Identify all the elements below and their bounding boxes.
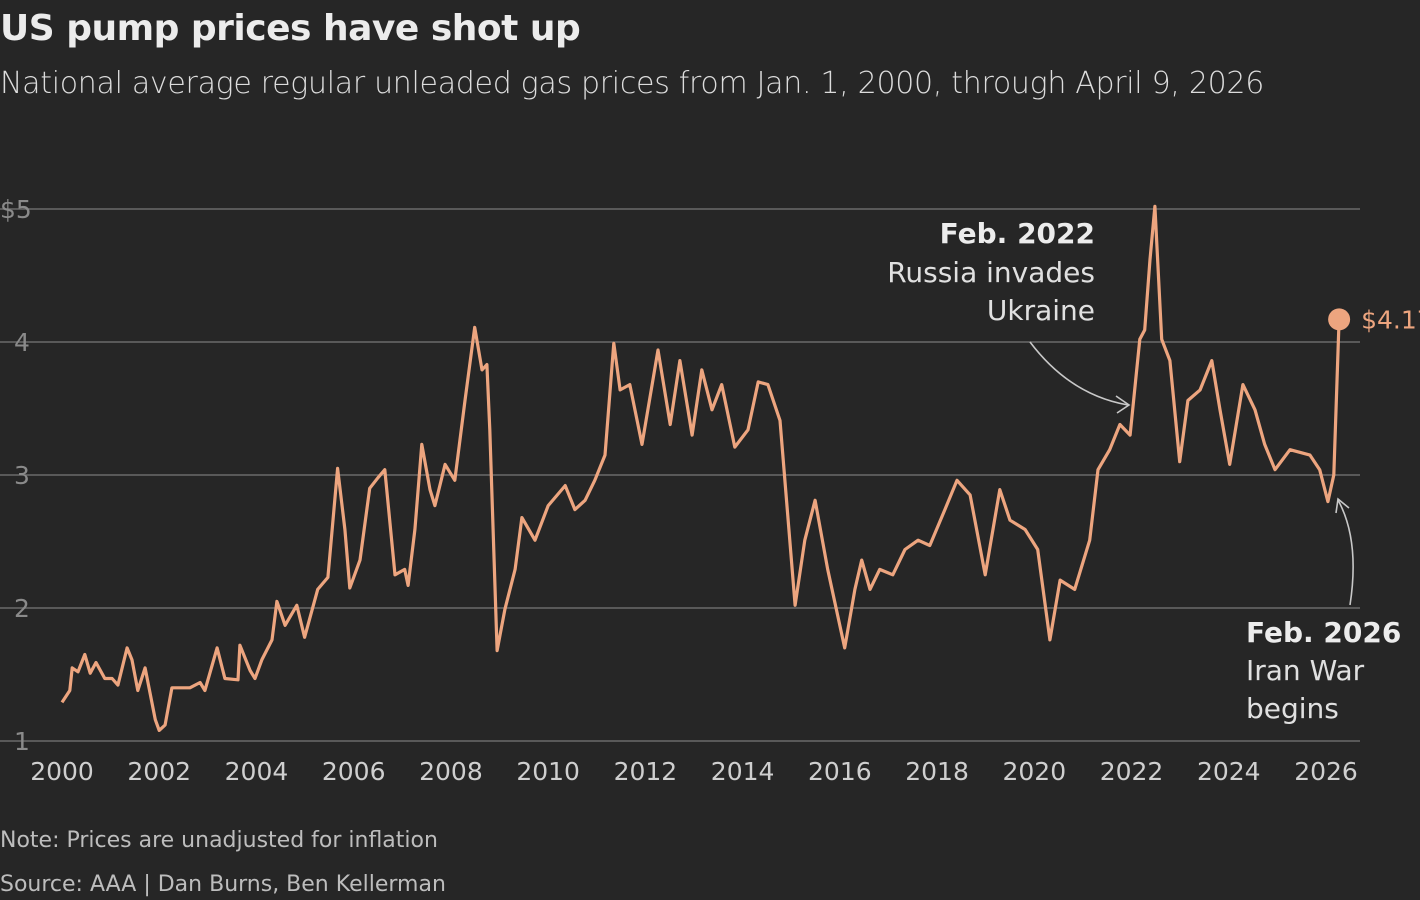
x-tick-label: 2022 <box>1100 757 1164 786</box>
annotation-text: Russia invades <box>887 256 1095 289</box>
chart-title: US pump prices have shot up <box>0 8 581 49</box>
chart-source: Source: AAA | Dan Burns, Ben Kellerman <box>0 872 446 897</box>
x-tick-label: 2000 <box>30 757 94 786</box>
annotation-2022: Feb. 2022 Russia invades Ukraine <box>887 217 1131 414</box>
annotation-title: Feb. 2022 <box>940 217 1095 250</box>
x-tick-label: 2004 <box>225 757 289 786</box>
chart-subtitle: National average regular unleaded gas pr… <box>0 66 1264 101</box>
x-tick-label: 2026 <box>1294 757 1358 786</box>
x-tick-label: 2018 <box>905 757 969 786</box>
x-axis-ticks: 2000 2002 2004 2006 2008 2010 2012 2014 2016 2018… <box>30 757 1358 786</box>
price-line <box>60 204 1341 732</box>
x-tick-label: 2014 <box>711 757 775 786</box>
annotation-title: Feb. 2026 <box>1246 616 1401 649</box>
annotation-2026: Feb. 2026 Iran War begins <box>1246 497 1401 725</box>
y-tick-label: 1 <box>14 727 30 756</box>
arrowhead <box>1335 497 1350 514</box>
x-tick-label: 2008 <box>419 757 483 786</box>
annotation-arrow <box>1029 341 1129 406</box>
annotation-text: Ukraine <box>987 294 1095 327</box>
y-tick-label: 2 <box>14 594 30 623</box>
x-tick-label: 2016 <box>808 757 872 786</box>
x-tick-label: 2010 <box>516 757 580 786</box>
x-tick-label: 2006 <box>322 757 386 786</box>
annotation-text: Iran War <box>1246 654 1365 687</box>
y-axis-ticks: $5 4 3 2 1 <box>0 195 32 756</box>
y-tick-label: $5 <box>0 195 32 224</box>
y-tick-label: 4 <box>14 328 30 357</box>
gridlines <box>0 208 1360 742</box>
x-tick-label: 2002 <box>127 757 191 786</box>
arrowhead <box>1115 395 1131 414</box>
chart-note: Note: Prices are unadjusted for inflatio… <box>0 828 438 853</box>
annotation-arrow <box>1337 499 1354 606</box>
x-tick-label: 2020 <box>1002 757 1066 786</box>
y-tick-label: 3 <box>14 461 30 490</box>
annotation-text: begins <box>1246 692 1339 725</box>
x-tick-label: 2012 <box>614 757 678 786</box>
last-value-label: $4.17 <box>1361 305 1420 334</box>
x-tick-label: 2024 <box>1197 757 1261 786</box>
last-value-marker <box>1328 308 1351 331</box>
